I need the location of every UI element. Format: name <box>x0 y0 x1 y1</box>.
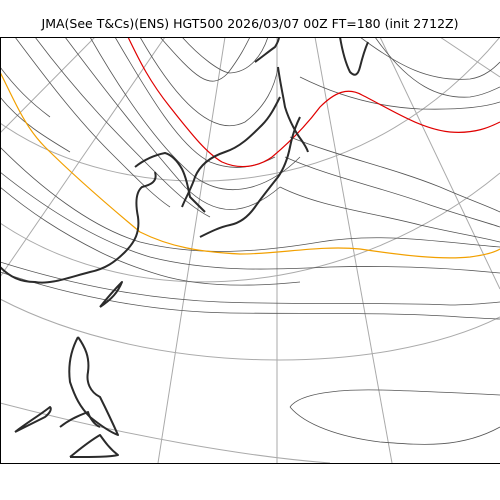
contour-line <box>289 389 500 408</box>
coastline-shikoku <box>59 411 101 428</box>
graticule-parallels <box>0 37 500 463</box>
orange-contour-line <box>0 71 500 259</box>
contour-line <box>139 37 279 127</box>
coastline-shandong <box>99 281 123 308</box>
coastline-honshu <box>68 336 119 436</box>
parallel-line <box>0 298 500 361</box>
coastline-korea <box>0 171 157 284</box>
hgt-contours <box>0 37 500 445</box>
contour-line <box>14 37 171 208</box>
coastline-sakhalin <box>181 96 281 208</box>
meridian-line <box>0 37 96 134</box>
coastline-kyushu <box>69 434 119 458</box>
coastline-hokkaido <box>199 116 301 238</box>
parallel-line <box>0 402 331 463</box>
contour-line <box>159 37 251 82</box>
graticule-meridians <box>0 37 500 463</box>
parallel-line <box>0 37 500 182</box>
contour-line <box>34 37 211 218</box>
map-canvas <box>0 37 500 463</box>
contour-line <box>0 186 301 286</box>
contour-line <box>0 66 51 118</box>
contour-line <box>0 271 500 320</box>
contour-line <box>0 96 71 153</box>
meridian-line <box>379 37 500 290</box>
meridian-line <box>439 37 500 78</box>
meridian-line <box>314 37 393 463</box>
contour-line <box>114 37 276 168</box>
contour-line <box>89 37 301 190</box>
contour-line <box>284 156 500 228</box>
contour-line <box>64 37 281 210</box>
coastline-primorye <box>134 152 206 213</box>
contour-line <box>289 136 500 213</box>
contour-line <box>299 76 500 110</box>
contour-line <box>279 186 500 243</box>
coastline-kamchatka-sakhalin <box>277 66 309 153</box>
coastlines <box>0 37 369 458</box>
contour-line <box>289 406 500 445</box>
coastline-kamchatka-north <box>254 37 280 63</box>
coastline-south-island <box>14 406 52 433</box>
parallel-line <box>0 172 500 283</box>
contour-line <box>374 37 500 98</box>
contour-line <box>0 146 500 252</box>
contour-line <box>181 37 269 74</box>
red-contour-line <box>127 37 500 168</box>
contour-line <box>359 37 500 80</box>
contour-line <box>0 171 500 274</box>
contour-line <box>0 261 500 306</box>
map-title: JMA(See T&Cs)(ENS) HGT500 2026/03/07 00Z… <box>41 16 459 31</box>
coastline-kamchatka-east <box>339 37 369 76</box>
meridian-line <box>0 37 166 278</box>
map-area <box>0 37 500 463</box>
